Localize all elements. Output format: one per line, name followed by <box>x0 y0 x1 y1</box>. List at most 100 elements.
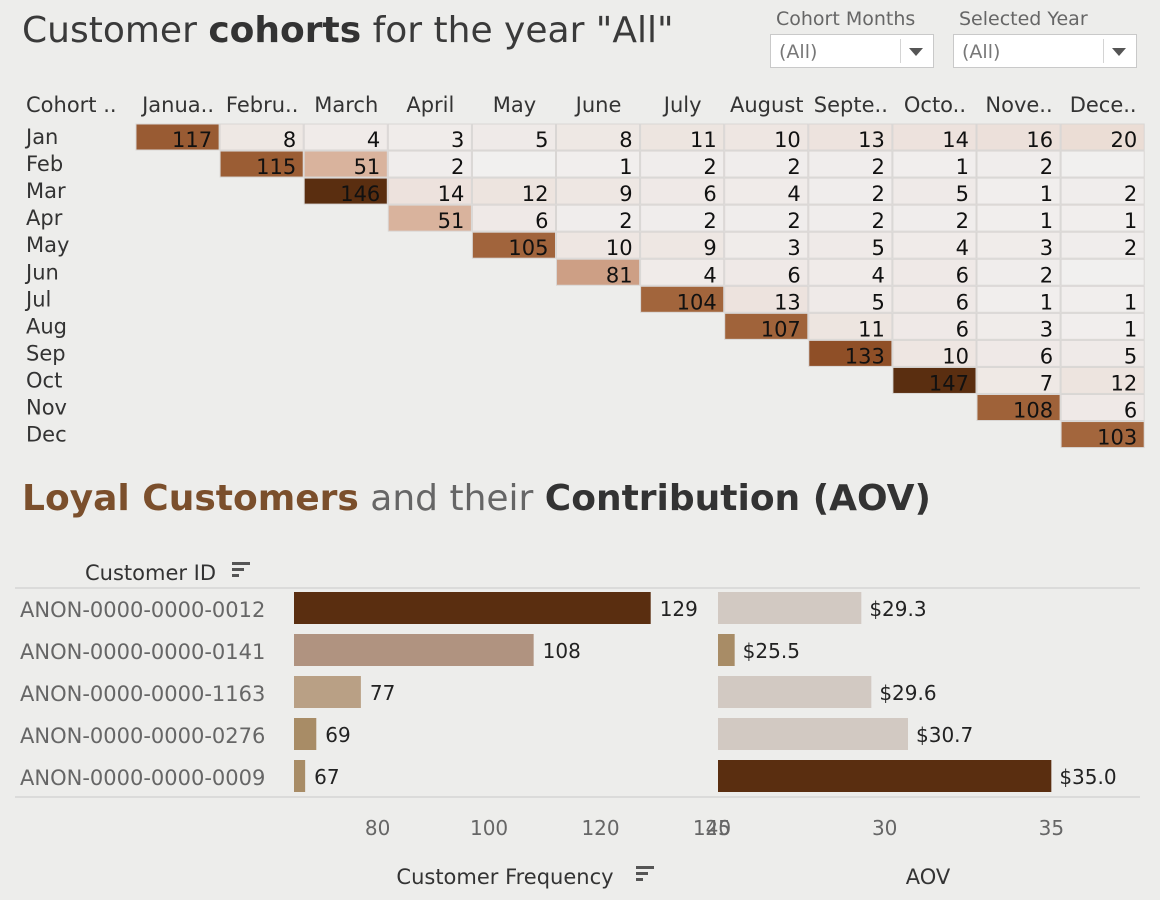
cell-value: 2 <box>1124 182 1137 206</box>
heatmap-cell <box>556 177 641 205</box>
cell-value: 81 <box>606 263 633 287</box>
cohort-months-filter: Cohort Months (All) <box>770 8 934 68</box>
heatmap-cell <box>640 123 725 151</box>
heatmap-cell <box>471 231 556 259</box>
selected-year-filter: Selected Year (All) <box>953 8 1137 68</box>
cell-value: 1 <box>1124 290 1137 314</box>
cell-value: 8 <box>283 128 296 152</box>
row-label: Apr <box>26 206 63 230</box>
cell-value: 2 <box>1124 236 1137 260</box>
cell-value: 108 <box>1013 399 1053 423</box>
row-label: Aug <box>26 314 67 338</box>
heatmap-cell <box>976 312 1061 340</box>
heatmap-cell <box>1060 339 1145 367</box>
row-label: Feb <box>26 152 63 176</box>
heatmap-cell <box>808 312 893 340</box>
title-contribution: Contribution (AOV) <box>544 478 931 519</box>
customer-id: ANON-0000-0000-0009 <box>20 766 265 790</box>
heatmap-cell <box>976 231 1061 259</box>
heatmap-cell <box>892 285 977 313</box>
cell-value: 1 <box>1040 290 1053 314</box>
aov-bar <box>718 676 872 708</box>
cell-value: 6 <box>787 263 800 287</box>
customer-id: ANON-0000-0000-0276 <box>20 724 265 748</box>
heatmap-cell <box>976 258 1061 286</box>
heatmap-cell <box>976 204 1061 232</box>
heatmap-cell <box>556 123 641 151</box>
heatmap-cell <box>1060 394 1145 421</box>
heatmap-cell <box>1060 204 1145 232</box>
cell-value: 1 <box>619 155 632 179</box>
chevron-down-icon <box>1112 48 1126 56</box>
cohort-months-value: (All) <box>779 41 818 63</box>
row-label: Mar <box>26 179 66 203</box>
heatmap-cell <box>892 150 977 178</box>
column-header: April <box>406 93 454 117</box>
cell-value: 2 <box>451 155 464 179</box>
heatmap-cell <box>724 150 809 178</box>
aov-tick: 35 <box>1039 816 1064 840</box>
heatmap-cell <box>724 204 809 232</box>
heatmap-cell <box>640 150 725 178</box>
selected-year-value: (All) <box>962 41 1001 63</box>
heatmap-cell <box>1060 177 1145 205</box>
cohort-months-dropdown[interactable]: (All) <box>770 34 934 68</box>
cell-value: 105 <box>508 236 548 260</box>
heatmap-cell <box>808 258 893 286</box>
selected-year-label: Selected Year <box>959 8 1088 30</box>
cell-value: 6 <box>956 290 969 314</box>
selected-year-dropdown[interactable]: (All) <box>953 34 1137 68</box>
heatmap-cell <box>808 231 893 259</box>
heatmap-cell <box>976 366 1061 394</box>
cell-value: 20 <box>1110 128 1137 152</box>
cell-value: 2 <box>1040 263 1053 287</box>
cell-value: 6 <box>703 182 716 206</box>
cell-value: 2 <box>787 155 800 179</box>
heatmap-cell <box>219 123 304 151</box>
cell-value: 3 <box>451 128 464 152</box>
row-label: Jan <box>24 125 58 149</box>
cell-value: 51 <box>438 209 465 233</box>
cell-value: 14 <box>942 128 969 152</box>
cell-value: 2 <box>787 209 800 233</box>
cell-value: 8 <box>619 128 632 152</box>
cell-value: 51 <box>354 155 381 179</box>
row-label: May <box>26 233 69 257</box>
frequency-label: 129 <box>660 597 698 621</box>
cell-value: 103 <box>1097 426 1137 450</box>
cell-value: 1 <box>1124 317 1137 341</box>
title-mid: and their <box>358 478 545 519</box>
heatmap-cell <box>387 150 472 178</box>
cell-value: 1 <box>1040 209 1053 233</box>
heatmap-cell <box>303 123 388 151</box>
cell-value: 4 <box>367 128 380 152</box>
cell-value: 5 <box>872 236 885 260</box>
aov-label: $30.7 <box>916 723 973 747</box>
cell-value: 10 <box>942 344 969 368</box>
aov-bar <box>718 592 862 624</box>
heatmap-cell <box>808 150 893 178</box>
frequency-label: 108 <box>543 639 581 663</box>
dropdown-separator <box>1103 39 1104 63</box>
sort-icon[interactable] <box>636 866 654 881</box>
aov-bar <box>718 760 1052 792</box>
heatmap-cell <box>892 231 977 259</box>
cell-value: 107 <box>761 317 801 341</box>
heatmap-cell <box>892 258 977 286</box>
sort-icon[interactable] <box>232 562 250 577</box>
frequency-label: 67 <box>314 765 339 789</box>
frequency-label: 77 <box>370 681 395 705</box>
frequency-bar <box>294 676 361 708</box>
cell-value: 2 <box>703 209 716 233</box>
heatmap-cell <box>892 366 977 394</box>
cell-value: 10 <box>774 128 801 152</box>
row-label: Dec <box>26 423 67 447</box>
aov-tick: 30 <box>872 816 897 840</box>
cell-value: 2 <box>872 155 885 179</box>
heatmap-cell <box>303 177 388 205</box>
frequency-tick: 100 <box>470 816 508 840</box>
column-header: Septe.. <box>814 93 888 117</box>
cell-value: 2 <box>703 155 716 179</box>
frequency-bar <box>294 760 306 792</box>
column-header: Octo.. <box>904 93 966 117</box>
